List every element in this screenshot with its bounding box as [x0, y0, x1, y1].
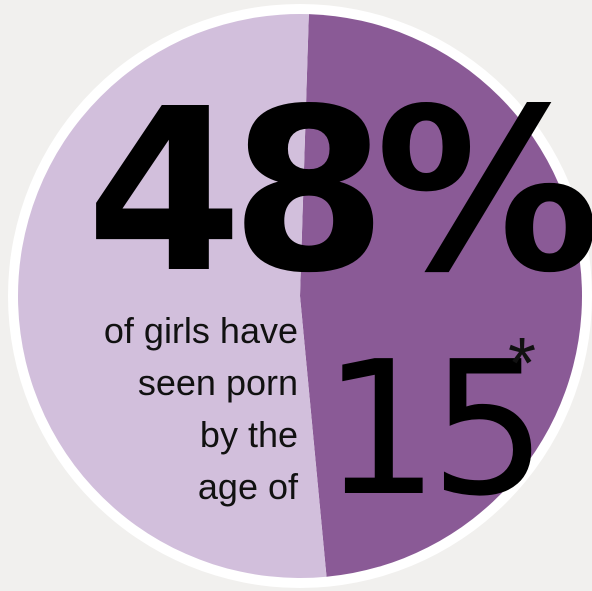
stat-caption: of girls have seen porn by the age of: [30, 305, 298, 513]
caption-line-4: age of: [197, 466, 298, 507]
pie-slice-1: [300, 14, 582, 577]
footnote-asterisk: *: [508, 324, 537, 404]
pie-slices: [17, 13, 582, 578]
caption-line-1: of girls have: [103, 310, 298, 351]
caption-line-2: seen porn: [137, 362, 298, 403]
caption-line-3: by the: [199, 414, 298, 455]
stat-percentage: 48%: [86, 61, 592, 323]
pie-slice-2: [17, 13, 327, 578]
age-value: 15: [322, 321, 547, 537]
